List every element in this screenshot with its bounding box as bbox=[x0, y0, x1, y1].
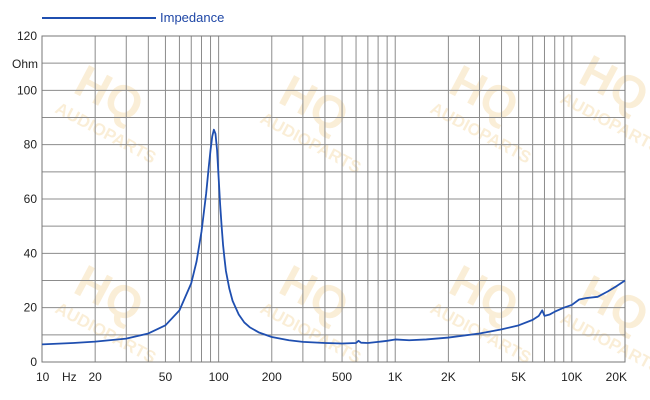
x-tick-label: 5K bbox=[511, 370, 526, 384]
x-tick-label: 10K bbox=[561, 370, 582, 384]
y-tick-label: 40 bbox=[24, 246, 38, 260]
y-tick-label: 60 bbox=[24, 192, 38, 206]
y-tick-label: 120 bbox=[17, 29, 37, 43]
y-tick-label: 100 bbox=[17, 83, 37, 97]
legend-label-impedance: Impedance bbox=[160, 10, 224, 25]
grid bbox=[41, 35, 626, 363]
y-tick-label: 20 bbox=[24, 301, 38, 315]
tick-labels: 10 20 50 100 200 500 1K 2K 5K 10K 20K 0 20 40 60 80 100 1… bbox=[17, 29, 627, 384]
y-tick-label: 0 bbox=[30, 355, 37, 369]
x-tick-label: 10 bbox=[36, 370, 50, 384]
x-tick-label: 500 bbox=[332, 370, 352, 384]
x-tick-label: 200 bbox=[262, 370, 282, 384]
x-axis-label: Hz bbox=[62, 370, 77, 384]
series-line-impedance bbox=[41, 128, 626, 346]
x-tick-label: 1K bbox=[388, 370, 403, 384]
y-tick-label: 80 bbox=[24, 138, 38, 152]
x-tick-label: 20 bbox=[88, 370, 102, 384]
legend: Impedance bbox=[42, 10, 224, 25]
x-tick-label: 2K bbox=[441, 370, 456, 384]
y-axis-label: Ohm bbox=[12, 57, 38, 71]
x-tick-label: 20K bbox=[606, 370, 627, 384]
series-layer bbox=[41, 128, 626, 346]
plot-frame bbox=[41, 35, 626, 363]
x-tick-label: 50 bbox=[159, 370, 173, 384]
x-tick-label: 100 bbox=[209, 370, 229, 384]
